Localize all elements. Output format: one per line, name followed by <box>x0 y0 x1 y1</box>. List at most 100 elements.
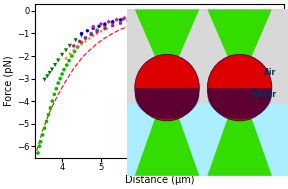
Point <box>45 75 50 78</box>
Point <box>46 113 51 116</box>
Polygon shape <box>207 84 272 176</box>
Point <box>36 151 40 154</box>
Point <box>134 18 138 21</box>
Point <box>54 87 58 90</box>
Point <box>85 29 90 32</box>
Point <box>126 20 130 23</box>
Point <box>134 18 138 21</box>
Point <box>64 49 68 52</box>
Ellipse shape <box>135 54 199 121</box>
Point <box>184 12 189 15</box>
Point <box>44 120 49 123</box>
Point <box>208 10 212 13</box>
Point <box>79 34 84 37</box>
Point <box>52 93 57 96</box>
Point <box>128 16 132 19</box>
Point <box>83 36 88 40</box>
Point <box>134 15 138 18</box>
Point <box>266 10 271 13</box>
Point <box>110 20 115 23</box>
Point <box>215 10 220 13</box>
Point <box>95 32 99 35</box>
Polygon shape <box>207 9 272 84</box>
Point <box>99 22 103 26</box>
Point <box>89 33 94 36</box>
Point <box>118 19 123 22</box>
Point <box>68 44 72 47</box>
Point <box>91 27 96 30</box>
Point <box>235 10 239 13</box>
Point <box>83 36 88 40</box>
Bar <box>127 9 288 104</box>
Point <box>79 32 84 35</box>
Point <box>60 73 65 76</box>
Point <box>50 100 55 103</box>
Point <box>184 12 189 15</box>
Point <box>118 22 123 25</box>
Point <box>141 16 146 19</box>
Ellipse shape <box>135 69 199 119</box>
Point <box>87 37 92 40</box>
Point <box>79 41 84 44</box>
Point <box>37 145 42 148</box>
Point <box>48 106 53 109</box>
Point <box>118 22 123 25</box>
Point <box>177 11 181 14</box>
Point <box>105 27 109 30</box>
Point <box>192 11 197 14</box>
Point <box>56 82 60 85</box>
Point <box>200 11 204 14</box>
Point <box>91 25 96 28</box>
Point <box>42 78 47 81</box>
Point <box>211 11 216 14</box>
Text: Water: Water <box>251 90 277 99</box>
Point <box>110 25 115 28</box>
Point <box>73 39 78 42</box>
Point <box>196 11 200 14</box>
Y-axis label: Force (pN): Force (pN) <box>4 56 14 106</box>
Point <box>53 64 57 67</box>
Point <box>75 46 80 49</box>
Point <box>114 18 119 21</box>
Point <box>99 30 103 33</box>
Point <box>107 20 111 23</box>
Point <box>95 30 99 33</box>
Point <box>161 12 166 15</box>
Point <box>239 10 243 13</box>
Point <box>40 133 45 136</box>
X-axis label: Distance (μm): Distance (μm) <box>125 175 194 185</box>
Point <box>89 32 94 35</box>
Point <box>254 10 259 13</box>
Point <box>247 10 251 13</box>
Point <box>65 64 69 67</box>
Point <box>56 59 60 62</box>
Point <box>103 22 107 26</box>
Polygon shape <box>135 84 199 176</box>
Point <box>177 12 181 15</box>
Point <box>64 57 68 60</box>
Ellipse shape <box>207 54 272 121</box>
Polygon shape <box>135 9 199 84</box>
Point <box>71 49 76 52</box>
Point <box>58 77 62 80</box>
Point <box>60 53 65 56</box>
Point <box>69 54 74 57</box>
Point <box>126 19 130 22</box>
Point <box>227 10 232 13</box>
Point <box>122 17 127 20</box>
Point <box>145 15 150 19</box>
Point <box>68 52 72 55</box>
Point <box>38 140 43 143</box>
Point <box>173 13 177 16</box>
Point <box>145 13 150 16</box>
Point <box>120 18 125 21</box>
Point <box>47 71 52 74</box>
Point <box>103 27 107 30</box>
Point <box>258 10 263 13</box>
Point <box>50 68 54 71</box>
Point <box>169 13 173 16</box>
Point <box>42 127 47 130</box>
Point <box>67 59 71 62</box>
Point <box>227 10 232 13</box>
Point <box>215 11 220 14</box>
